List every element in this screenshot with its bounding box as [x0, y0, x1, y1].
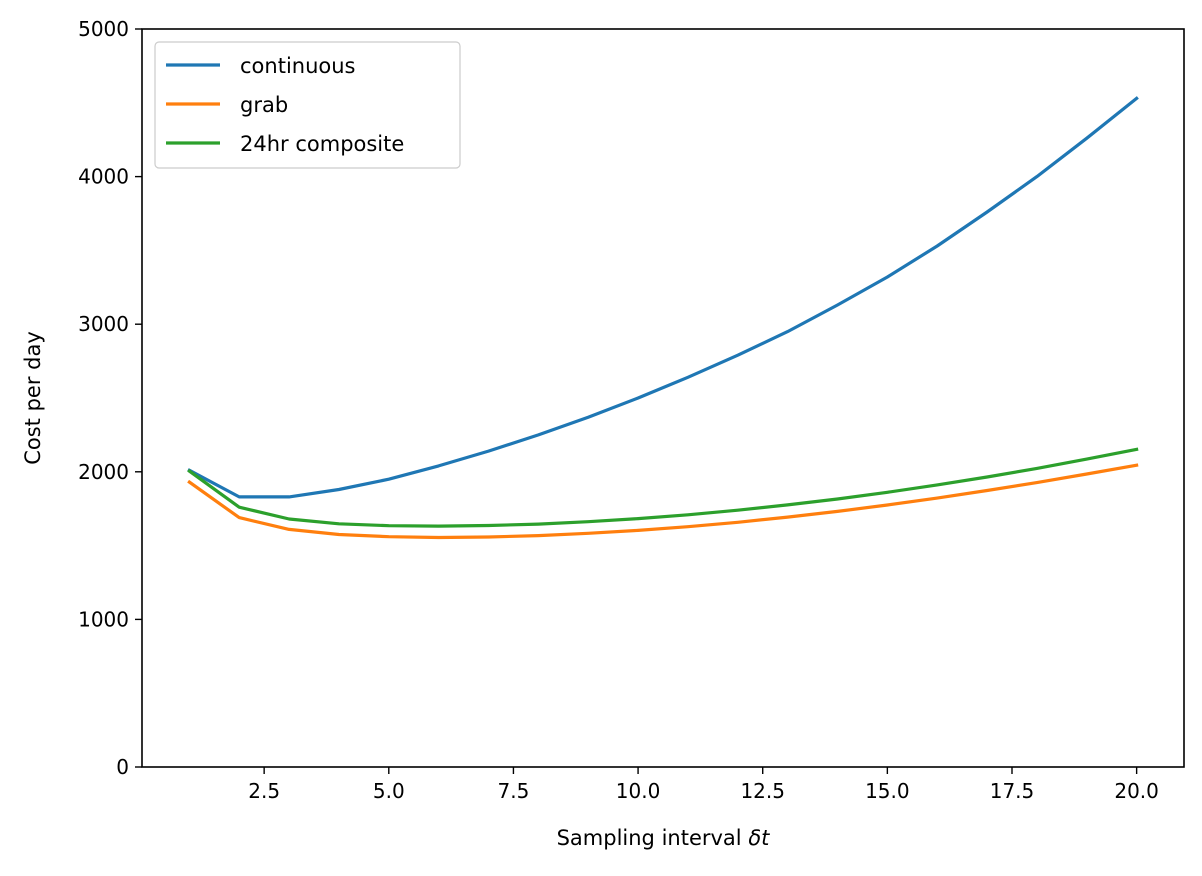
legend-label: grab [240, 93, 288, 117]
x-tick-label: 20.0 [1114, 779, 1159, 803]
legend-label: 24hr composite [240, 132, 404, 156]
y-axis-label: Cost per day [21, 331, 45, 465]
y-tick-label: 4000 [78, 165, 129, 189]
x-tick-label: 5.0 [373, 779, 405, 803]
x-axis-label: Sampling interval δt [557, 826, 771, 850]
legend-label: continuous [240, 54, 356, 78]
x-axis-label-symbol: δt [748, 826, 770, 850]
x-axis-label-text: Sampling interval [557, 826, 749, 850]
y-tick-label: 3000 [78, 312, 129, 336]
x-tick-label: 7.5 [498, 779, 530, 803]
legend-box [154, 41, 461, 169]
x-tick-label: 12.5 [740, 779, 785, 803]
y-tick-label: 2000 [78, 460, 129, 484]
x-tick-label: 2.5 [248, 779, 280, 803]
series-lines [187, 96, 1139, 540]
series-line-grab [187, 463, 1139, 540]
x-tick-label: 15.0 [865, 779, 910, 803]
series-line-24hr-composite [187, 447, 1139, 528]
series-line-continuous [187, 96, 1139, 499]
legend: continuous grab 24hr composite [154, 41, 461, 169]
y-tick-label: 5000 [78, 17, 129, 41]
plot-area-frame [141, 28, 1185, 768]
y-tick-label: 1000 [78, 607, 129, 631]
axis-ticks: 2.5 5.0 7.5 10.0 12.5 15.0 17.5 20.0 0 1000 2000 30… [78, 17, 1159, 803]
x-tick-label: 17.5 [990, 779, 1035, 803]
y-tick-label: 0 [116, 755, 129, 779]
x-tick-label: 10.0 [616, 779, 661, 803]
